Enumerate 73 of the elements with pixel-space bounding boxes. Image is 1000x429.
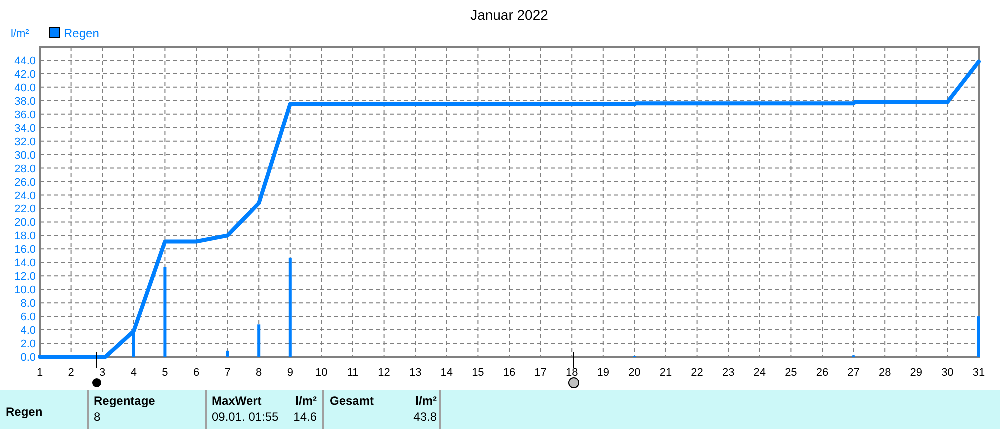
y-tick-label: 28.0 — [14, 163, 36, 176]
x-tick-label: 18 — [566, 367, 578, 379]
y-tick-label: 36.0 — [14, 109, 36, 122]
text: l/m² — [416, 394, 437, 408]
y-tick-label: 18.0 — [14, 230, 36, 243]
y-tick-label: 20.0 — [14, 217, 36, 230]
legend-label: Regen — [64, 26, 100, 40]
x-tick-label: 27 — [848, 367, 860, 379]
x-tick-label: 11 — [347, 367, 359, 379]
y-tick-label: 26.0 — [14, 176, 36, 189]
x-tick-label: 2 — [68, 367, 74, 379]
text: 43.8 — [414, 410, 438, 424]
y-tick-label: 2.0 — [20, 338, 36, 351]
text: 14.6 — [294, 410, 318, 424]
y-tick-label: 32.0 — [14, 136, 36, 148]
bar — [258, 324, 261, 357]
y-tick-label: 6.0 — [20, 312, 36, 324]
y-tick-label: 10.0 — [14, 284, 36, 297]
line-series — [38, 60, 981, 359]
y-tick-label: 4.0 — [20, 325, 36, 338]
x-tick-label: 3 — [100, 367, 106, 379]
bar — [226, 350, 230, 357]
x-tick-label: 23 — [722, 367, 735, 379]
x-tick-label: 8 — [256, 367, 262, 379]
chart-title: Januar 2022 — [470, 7, 549, 23]
x-tick-label: 17 — [534, 367, 547, 379]
x-tick-label: 9 — [287, 367, 294, 379]
bar — [978, 316, 980, 357]
x-tick-label: 7 — [224, 367, 231, 379]
x-tick-label: 21 — [660, 367, 672, 379]
text: 8 — [94, 410, 101, 424]
bar — [164, 267, 167, 357]
x-tick-label: 30 — [942, 367, 954, 379]
y-tick-label: 42.0 — [14, 68, 36, 81]
y-tick-label: 8.0 — [20, 298, 36, 310]
x-tick-label: 19 — [597, 367, 610, 379]
x-tick-label: 14 — [440, 367, 454, 379]
x-tick-label: 29 — [910, 367, 923, 379]
x-tick-label: 24 — [754, 367, 766, 379]
x-tick-label: 6 — [193, 367, 200, 379]
x-tick-label: 15 — [472, 367, 484, 379]
bar — [288, 258, 292, 357]
y-tick-label: 24.0 — [14, 190, 36, 202]
y-tick-label: 0.0 — [20, 352, 36, 364]
y-tick-label: 22.0 — [14, 204, 36, 216]
x-tick-label: 20 — [628, 367, 641, 379]
text: 09.01. 01:55 — [212, 410, 280, 424]
x-tick-label: 1 — [36, 367, 44, 379]
x-tick-label: 28 — [878, 367, 892, 379]
x-tick-label: 4 — [130, 367, 137, 379]
y-tick-label: 34.0 — [14, 122, 36, 135]
text: Regentage — [94, 394, 156, 408]
x-tick-label: 31 — [972, 367, 986, 379]
y-tick-label: 12.0 — [14, 271, 36, 284]
x-tick-label: 25 — [785, 367, 798, 379]
text: Gesamt — [330, 394, 374, 408]
y-axis-title: l/m² — [11, 28, 30, 40]
text: l/m² — [296, 394, 317, 408]
y-tick-label: 38.0 — [14, 96, 36, 108]
x-tick-label: 10 — [316, 367, 328, 379]
x-tick-label: 22 — [691, 367, 704, 379]
y-tick-label: 16.0 — [14, 244, 36, 256]
x-tick-label: 13 — [409, 367, 422, 379]
y-tick-label: 40.0 — [14, 82, 36, 94]
text: MaxWert — [212, 394, 262, 408]
y-tick-label: 14.0 — [14, 258, 36, 270]
y-tick-label: 30.0 — [14, 150, 36, 162]
text: Regen — [6, 405, 43, 419]
x-tick-label: 5 — [162, 367, 168, 379]
x-tick-label: 26 — [816, 367, 829, 379]
y-tick-label: 44.0 — [14, 55, 36, 68]
x-tick-label: 12 — [378, 367, 390, 379]
x-tick-label: 16 — [503, 367, 516, 379]
